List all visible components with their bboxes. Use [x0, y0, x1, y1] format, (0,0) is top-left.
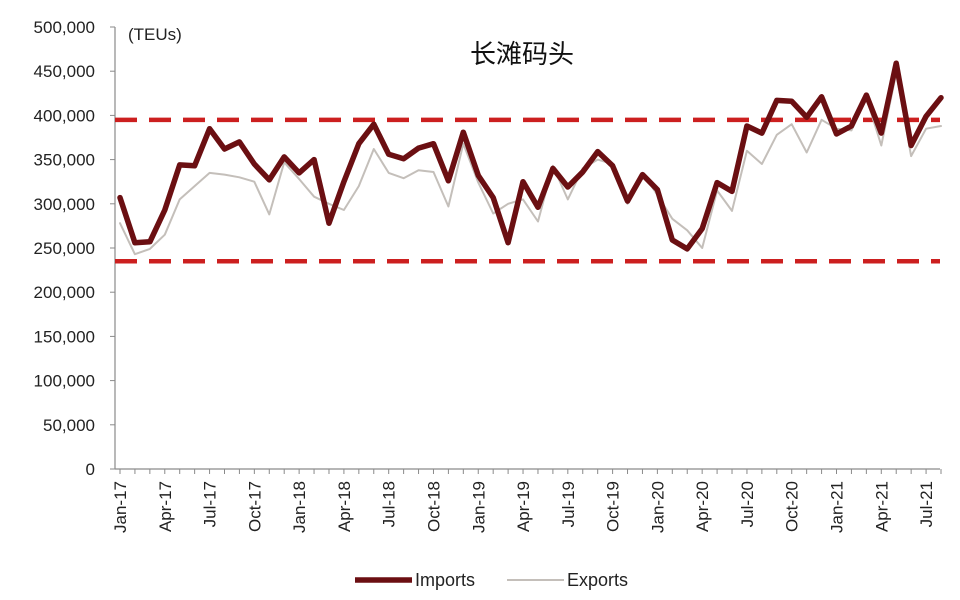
x-tick-label: Jul-19 — [559, 481, 578, 527]
x-tick-label: Jan-18 — [290, 481, 309, 533]
reference-lines — [115, 117, 940, 264]
x-tick-label: Jul-21 — [917, 481, 936, 527]
y-tick-label: 350,000 — [34, 151, 95, 170]
legend-label-exports: Exports — [567, 570, 628, 590]
y-tick-label: 200,000 — [34, 283, 95, 302]
chart-title: 长滩码头 — [470, 40, 574, 70]
x-tick-label: Apr-17 — [156, 481, 175, 532]
y-tick-label: 150,000 — [34, 327, 95, 346]
x-tick-label: Jul-20 — [738, 481, 757, 527]
x-tick-label: Jul-17 — [201, 481, 220, 527]
y-tick-label: 500,000 — [34, 18, 95, 37]
x-tick-label: Apr-18 — [335, 481, 354, 532]
x-tick-label: Jul-18 — [380, 481, 399, 527]
x-tick-label: Oct-17 — [245, 481, 264, 532]
x-tick-label: Jan-21 — [828, 481, 847, 533]
y-tick-label: 50,000 — [43, 416, 95, 435]
x-tick-label: Oct-18 — [424, 481, 443, 532]
x-tick-label: Apr-20 — [693, 481, 712, 532]
x-tick-label: Jan-19 — [469, 481, 488, 533]
x-tick-label: Jan-20 — [648, 481, 667, 533]
legend-label-imports: Imports — [415, 570, 475, 590]
series-line-imports — [117, 60, 944, 252]
y-tick-label: 400,000 — [34, 106, 95, 125]
y-tick-label: 250,000 — [34, 239, 95, 258]
y-tick-label: 300,000 — [34, 195, 95, 214]
y-tick-label: 450,000 — [34, 62, 95, 81]
axes: 0 50,000 100,000 150,000 200,000 250,000 300,0… — [34, 18, 942, 533]
y-axis-unit-label: (TEUs) — [128, 25, 182, 44]
legend: Imports Exports — [355, 570, 628, 590]
series-lines — [117, 60, 944, 256]
y-tick-label: 100,000 — [34, 372, 95, 391]
x-tick-label: Oct-20 — [783, 481, 802, 532]
x-tick-label: Jan-17 — [111, 481, 130, 533]
x-tick-label: Apr-21 — [872, 481, 891, 532]
x-tick-label: Apr-19 — [514, 481, 533, 532]
y-tick-label: 0 — [86, 460, 95, 479]
x-tick-label: Oct-19 — [604, 481, 623, 532]
series-line-exports — [119, 72, 942, 256]
